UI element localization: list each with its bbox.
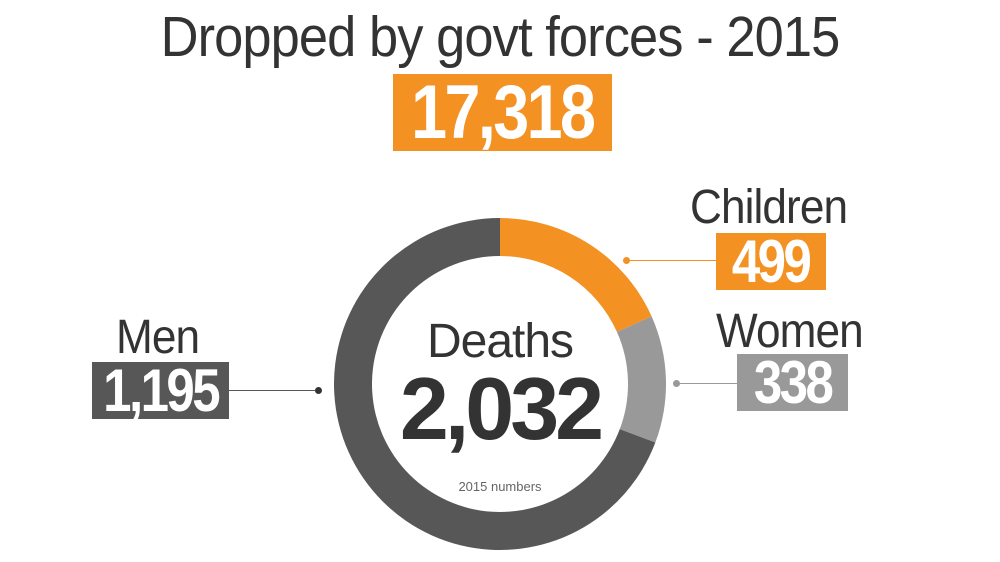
label-women: Women: [716, 305, 864, 358]
leader-line-women: [677, 383, 737, 384]
leader-line-men: [229, 390, 319, 391]
label-children: Children: [690, 181, 848, 234]
value-children: 499: [732, 233, 812, 290]
donut-slice-children: [500, 218, 652, 332]
donut-slice-women: [616, 316, 666, 443]
leader-dot-women: [673, 380, 680, 387]
leader-line-children: [627, 260, 716, 261]
leader-dot-men: [315, 387, 322, 394]
total-dropped-value: 17,318: [411, 74, 596, 151]
value-men: 1,195: [103, 362, 220, 419]
label-men: Men: [116, 311, 200, 364]
donut-note: 2015 numbers: [458, 479, 542, 494]
leader-dot-children: [623, 257, 630, 264]
donut-center-value: 2,032: [399, 359, 604, 458]
value-children-badge: 499: [716, 233, 826, 290]
value-men-badge: 1,195: [92, 362, 229, 419]
value-women: 338: [753, 354, 834, 411]
page-title: Dropped by govt forces - 2015: [160, 5, 841, 69]
total-dropped-badge: 17,318: [393, 74, 612, 151]
donut-center-label: Deaths: [426, 315, 574, 368]
value-women-badge: 338: [737, 354, 848, 411]
